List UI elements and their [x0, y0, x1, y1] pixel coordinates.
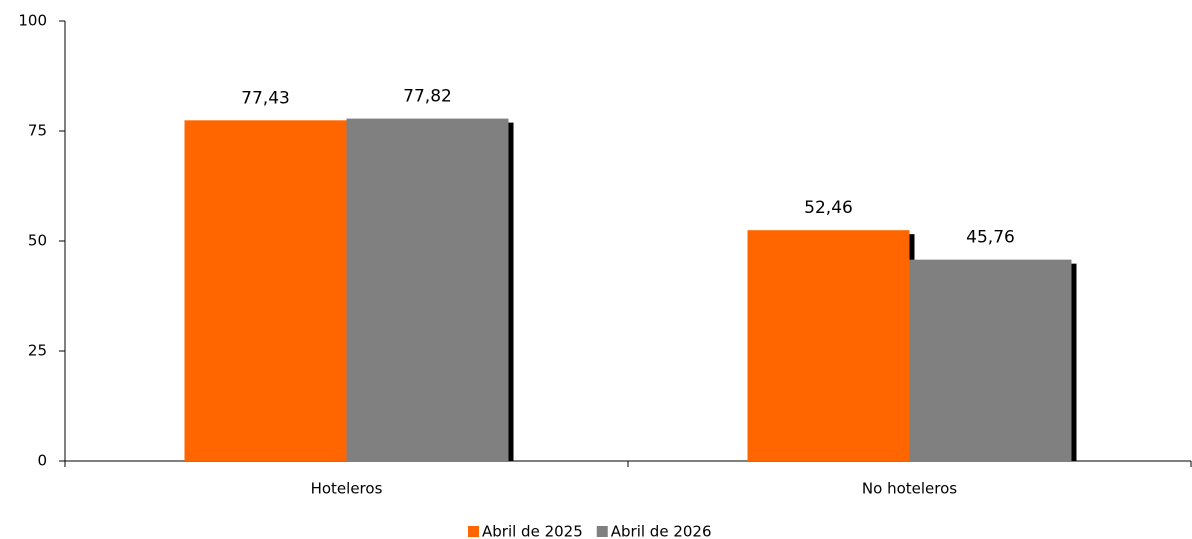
value-label: 77,43: [241, 88, 290, 108]
legend-label: Abril de 2025: [482, 523, 583, 539]
y-tick-label: 75: [28, 122, 47, 140]
x-tick-label: Hoteleros: [311, 480, 383, 498]
y-tick-label: 50: [28, 232, 47, 250]
y-tick-label: 25: [28, 342, 47, 360]
bar: [909, 259, 1072, 461]
value-label: 52,46: [804, 198, 853, 218]
value-label: 45,76: [966, 228, 1015, 248]
legend-swatch: [468, 526, 479, 537]
bar: [747, 230, 910, 461]
legend-label: Abril de 2026: [611, 523, 712, 539]
y-tick-label: 100: [18, 12, 47, 30]
legend-swatch: [596, 526, 608, 537]
bar: [184, 120, 347, 462]
x-tick-label: No hoteleros: [862, 480, 957, 498]
y-tick-label: 0: [37, 452, 47, 470]
value-label: 77,82: [403, 87, 452, 107]
bar: [346, 118, 509, 461]
